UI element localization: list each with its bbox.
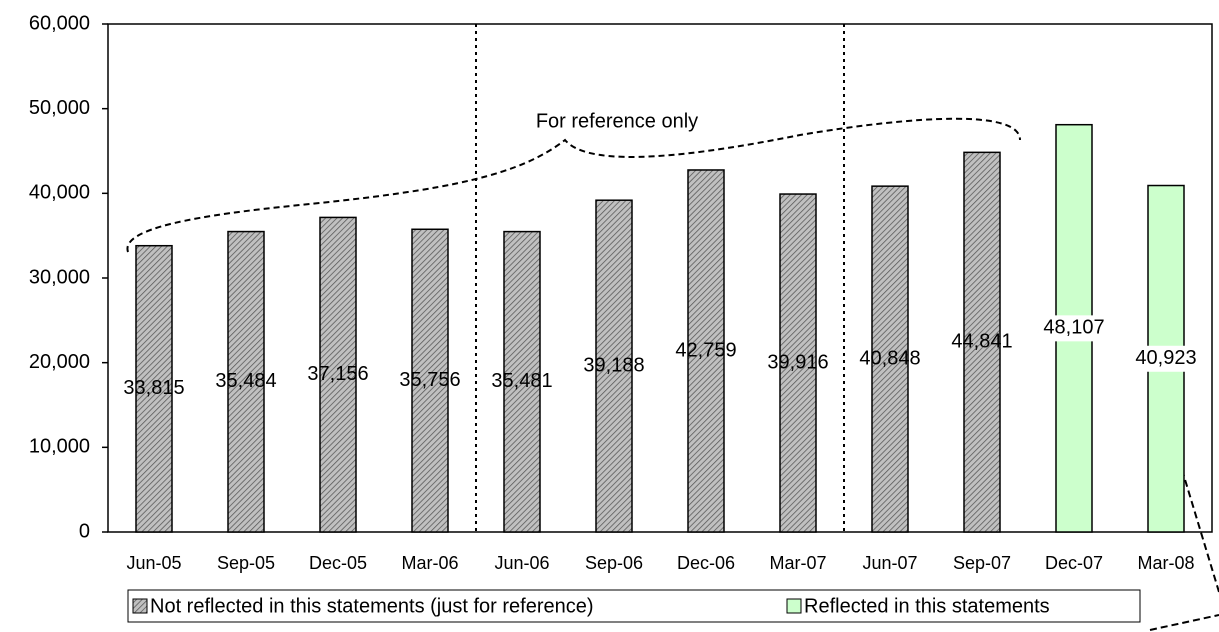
x-tick-label: Dec-06 (677, 553, 735, 573)
value-label: 42,759 (675, 339, 736, 361)
reference-brace (126, 117, 1021, 253)
bar (963, 151, 1001, 533)
legend (127, 589, 1141, 623)
legend-swatch (786, 598, 802, 614)
value-label: 40,848 (859, 347, 920, 369)
bar (135, 244, 173, 533)
x-tick-label: Dec-07 (1045, 553, 1103, 573)
x-tick-label: Mar-07 (769, 553, 826, 573)
value-label: 40,923 (1135, 347, 1196, 369)
bar (871, 185, 909, 533)
x-tick-label: Sep-07 (953, 553, 1011, 573)
x-tick-label: Mar-08 (1137, 553, 1194, 573)
annotation: For reference only (536, 110, 698, 132)
legend-swatch (132, 598, 148, 614)
bar (779, 193, 817, 533)
bar (503, 230, 541, 533)
value-label: 35,756 (399, 369, 460, 391)
y-tick-label: 60,000 (29, 12, 90, 34)
value-label: 48,107 (1043, 317, 1104, 339)
value-label-bg (1038, 315, 1110, 342)
bar (687, 169, 725, 533)
arrow (1169, 429, 1219, 593)
legend-label: Not reflected in this statements (just f… (150, 595, 594, 617)
value-label: 35,481 (491, 370, 552, 392)
bar (595, 199, 633, 533)
value-label: 37,156 (307, 363, 368, 385)
bar (411, 228, 449, 533)
value-label-bg (1130, 345, 1202, 372)
value-label: 33,815 (123, 377, 184, 399)
x-tick-label: Sep-05 (217, 553, 275, 573)
x-tick-label: Sep-06 (585, 553, 643, 573)
value-label: 39,916 (767, 351, 828, 373)
x-tick-label: Dec-05 (309, 553, 367, 573)
arrow-tail (1149, 614, 1219, 631)
y-tick-label: 50,000 (29, 97, 90, 119)
y-tick-label: 20,000 (29, 351, 90, 373)
x-tick-label: Jun-06 (494, 553, 549, 573)
x-tick-label: Jun-05 (126, 553, 181, 573)
value-label: 35,484 (215, 370, 276, 392)
plot-area (107, 23, 1213, 533)
y-tick-label: 10,000 (29, 436, 90, 458)
bar (227, 230, 265, 533)
x-tick-label: Jun-07 (862, 553, 917, 573)
y-tick-label: 40,000 (29, 182, 90, 204)
value-label: 44,841 (951, 330, 1012, 352)
y-tick-label: 30,000 (29, 266, 90, 288)
y-tick-label: 0 (79, 520, 90, 542)
bar (319, 216, 357, 533)
value-label: 39,188 (583, 354, 644, 376)
x-tick-label: Mar-06 (401, 553, 458, 573)
legend-label: Reflected in this statements (804, 595, 1050, 617)
